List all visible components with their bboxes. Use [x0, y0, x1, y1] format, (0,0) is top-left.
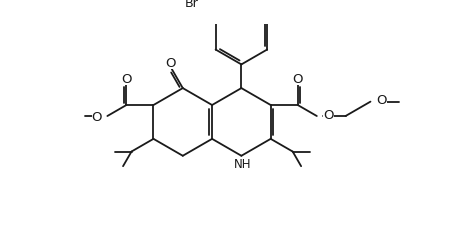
Text: O: O — [121, 73, 131, 86]
Text: O: O — [323, 108, 333, 121]
Text: O: O — [165, 57, 175, 70]
Text: O: O — [376, 94, 387, 107]
Text: O: O — [293, 73, 303, 86]
Text: NH: NH — [234, 158, 251, 170]
Text: O: O — [92, 111, 102, 124]
Text: Br: Br — [185, 0, 199, 10]
